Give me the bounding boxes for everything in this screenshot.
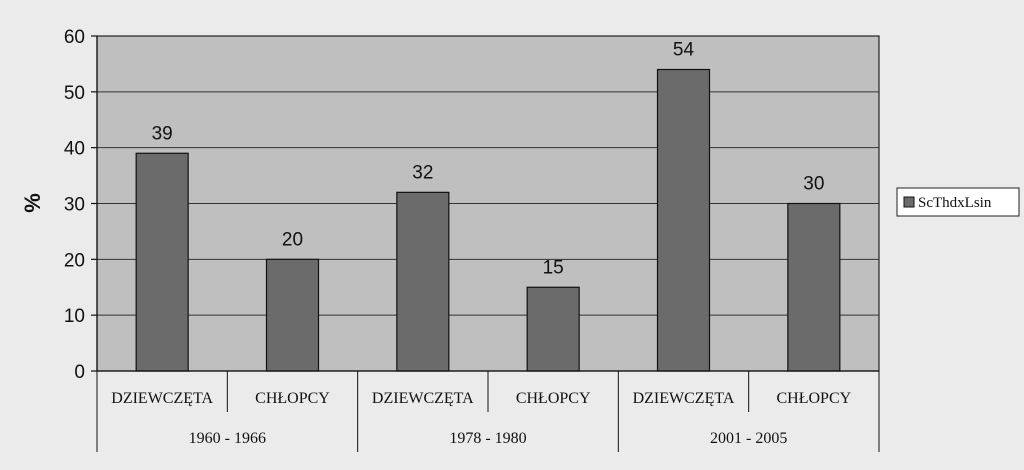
bar xyxy=(656,68,711,372)
data-label: 20 xyxy=(282,229,303,250)
bar xyxy=(526,286,580,372)
y-tick-label: 20 xyxy=(64,250,85,271)
x-category-label: DZIEWCZĘTA xyxy=(633,390,735,407)
bar xyxy=(265,258,320,372)
x-category-label: DZIEWCZĘTA xyxy=(372,390,474,407)
x-category-label: DZIEWCZĘTA xyxy=(111,390,213,407)
legend: ScThdxLsin xyxy=(896,187,1020,217)
legend-box xyxy=(896,187,1020,217)
data-label: 39 xyxy=(152,123,173,144)
legend-swatch xyxy=(903,196,915,208)
y-tick-label: 0 xyxy=(74,362,85,383)
gridlines xyxy=(97,91,879,316)
data-label: 32 xyxy=(412,162,433,183)
data-label: 30 xyxy=(803,174,824,195)
y-tick-label: 30 xyxy=(64,195,85,216)
y-tick-label: 50 xyxy=(64,83,85,104)
data-label: 15 xyxy=(543,257,564,278)
y-axis: 0 10 20 30 40 50 60 xyxy=(64,27,98,383)
x-group-label: 1978 - 1980 xyxy=(449,430,526,447)
data-label: 54 xyxy=(673,40,695,61)
x-group-label: 1960 - 1966 xyxy=(189,430,266,447)
bar xyxy=(135,152,189,372)
x-group-label: 2001 - 2005 xyxy=(710,430,787,447)
y-tick-label: 60 xyxy=(64,27,85,48)
x-category-label: CHŁOPCY xyxy=(776,390,851,407)
y-tick-label: 10 xyxy=(64,306,85,327)
bars: 39 20 32 15 54 30 xyxy=(135,40,841,372)
bar xyxy=(396,191,450,372)
x-category-label: CHŁOPCY xyxy=(516,390,591,407)
x-axis: DZIEWCZĘTA CHŁOPCY DZIEWCZĘTA CHŁOPCY DZIEWC… xyxy=(96,370,880,452)
y-tick-label: 40 xyxy=(64,139,85,160)
x-category-label: CHŁOPCY xyxy=(255,390,330,407)
y-axis-label: % xyxy=(20,193,45,213)
bar xyxy=(787,202,841,372)
legend-label: ScThdxLsin xyxy=(918,195,992,211)
